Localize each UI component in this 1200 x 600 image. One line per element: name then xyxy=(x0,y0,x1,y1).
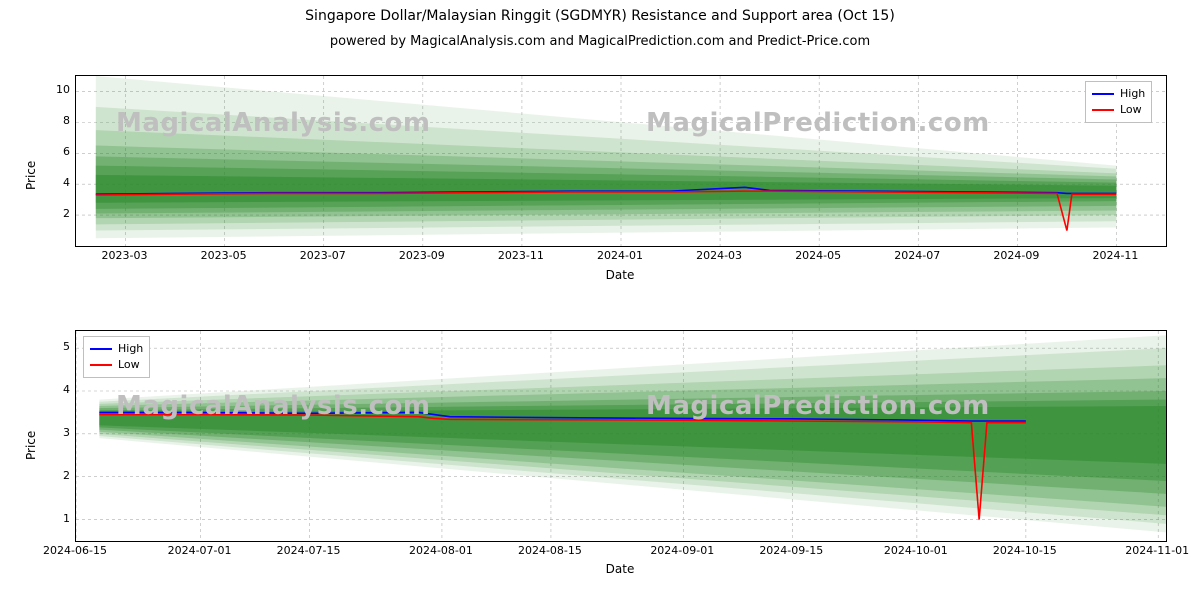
x-tick-label: 2023-05 xyxy=(184,249,264,262)
x-tick-label: 2024-09-15 xyxy=(751,544,831,557)
y-tick-label: 10 xyxy=(30,83,70,96)
y-tick-label: 4 xyxy=(30,383,70,396)
x-tick-label: 2024-10-15 xyxy=(985,544,1065,557)
legend-swatch xyxy=(90,348,112,350)
y-tick-label: 3 xyxy=(30,426,70,439)
x-tick-label: 2024-11 xyxy=(1075,249,1155,262)
x-axis-label: Date xyxy=(75,562,1165,576)
chart-subtitle: powered by MagicalAnalysis.com and Magic… xyxy=(0,34,1200,49)
x-tick-label: 2024-08-01 xyxy=(401,544,481,557)
x-tick-label: 2023-11 xyxy=(481,249,561,262)
legend-item: High xyxy=(90,341,143,357)
bottom-panel: MagicalAnalysis.com MagicalPrediction.co… xyxy=(75,330,1167,542)
figure: Singapore Dollar/Malaysian Ringgit (SGDM… xyxy=(0,0,1200,600)
y-tick-label: 4 xyxy=(30,176,70,189)
legend-label: Low xyxy=(1120,102,1142,118)
y-tick-label: 2 xyxy=(30,469,70,482)
legend-swatch xyxy=(1092,109,1114,111)
legend-swatch xyxy=(90,364,112,366)
x-tick-label: 2023-07 xyxy=(283,249,363,262)
chart-title: Singapore Dollar/Malaysian Ringgit (SGDM… xyxy=(0,8,1200,24)
x-tick-label: 2023-09 xyxy=(382,249,462,262)
x-tick-label: 2024-01 xyxy=(580,249,660,262)
x-tick-label: 2024-05 xyxy=(778,249,858,262)
top-panel: MagicalAnalysis.com MagicalPrediction.co… xyxy=(75,75,1167,247)
legend-label: High xyxy=(1120,86,1145,102)
legend: HighLow xyxy=(1085,81,1152,123)
legend-item: High xyxy=(1092,86,1145,102)
x-tick-label: 2024-03 xyxy=(679,249,759,262)
x-tick-label: 2024-08-15 xyxy=(510,544,590,557)
legend-item: Low xyxy=(1092,102,1145,118)
x-tick-label: 2024-09 xyxy=(976,249,1056,262)
y-tick-label: 1 xyxy=(30,512,70,525)
y-tick-label: 5 xyxy=(30,340,70,353)
legend-label: High xyxy=(118,341,143,357)
x-tick-label: 2024-07-01 xyxy=(160,544,240,557)
legend-label: Low xyxy=(118,357,140,373)
x-tick-label: 2023-03 xyxy=(85,249,165,262)
bottom-panel-svg xyxy=(76,331,1166,541)
legend: HighLow xyxy=(83,336,150,378)
y-tick-label: 6 xyxy=(30,145,70,158)
x-axis-label: Date xyxy=(75,268,1165,282)
x-tick-label: 2024-10-01 xyxy=(876,544,956,557)
x-tick-label: 2024-06-15 xyxy=(35,544,115,557)
top-panel-svg xyxy=(76,76,1166,246)
x-tick-label: 2024-07-15 xyxy=(269,544,349,557)
x-tick-label: 2024-07 xyxy=(877,249,957,262)
y-tick-label: 2 xyxy=(30,207,70,220)
x-tick-label: 2024-09-01 xyxy=(642,544,722,557)
y-tick-label: 8 xyxy=(30,114,70,127)
x-tick-label: 2024-11-01 xyxy=(1117,544,1197,557)
legend-item: Low xyxy=(90,357,143,373)
legend-swatch xyxy=(1092,93,1114,95)
